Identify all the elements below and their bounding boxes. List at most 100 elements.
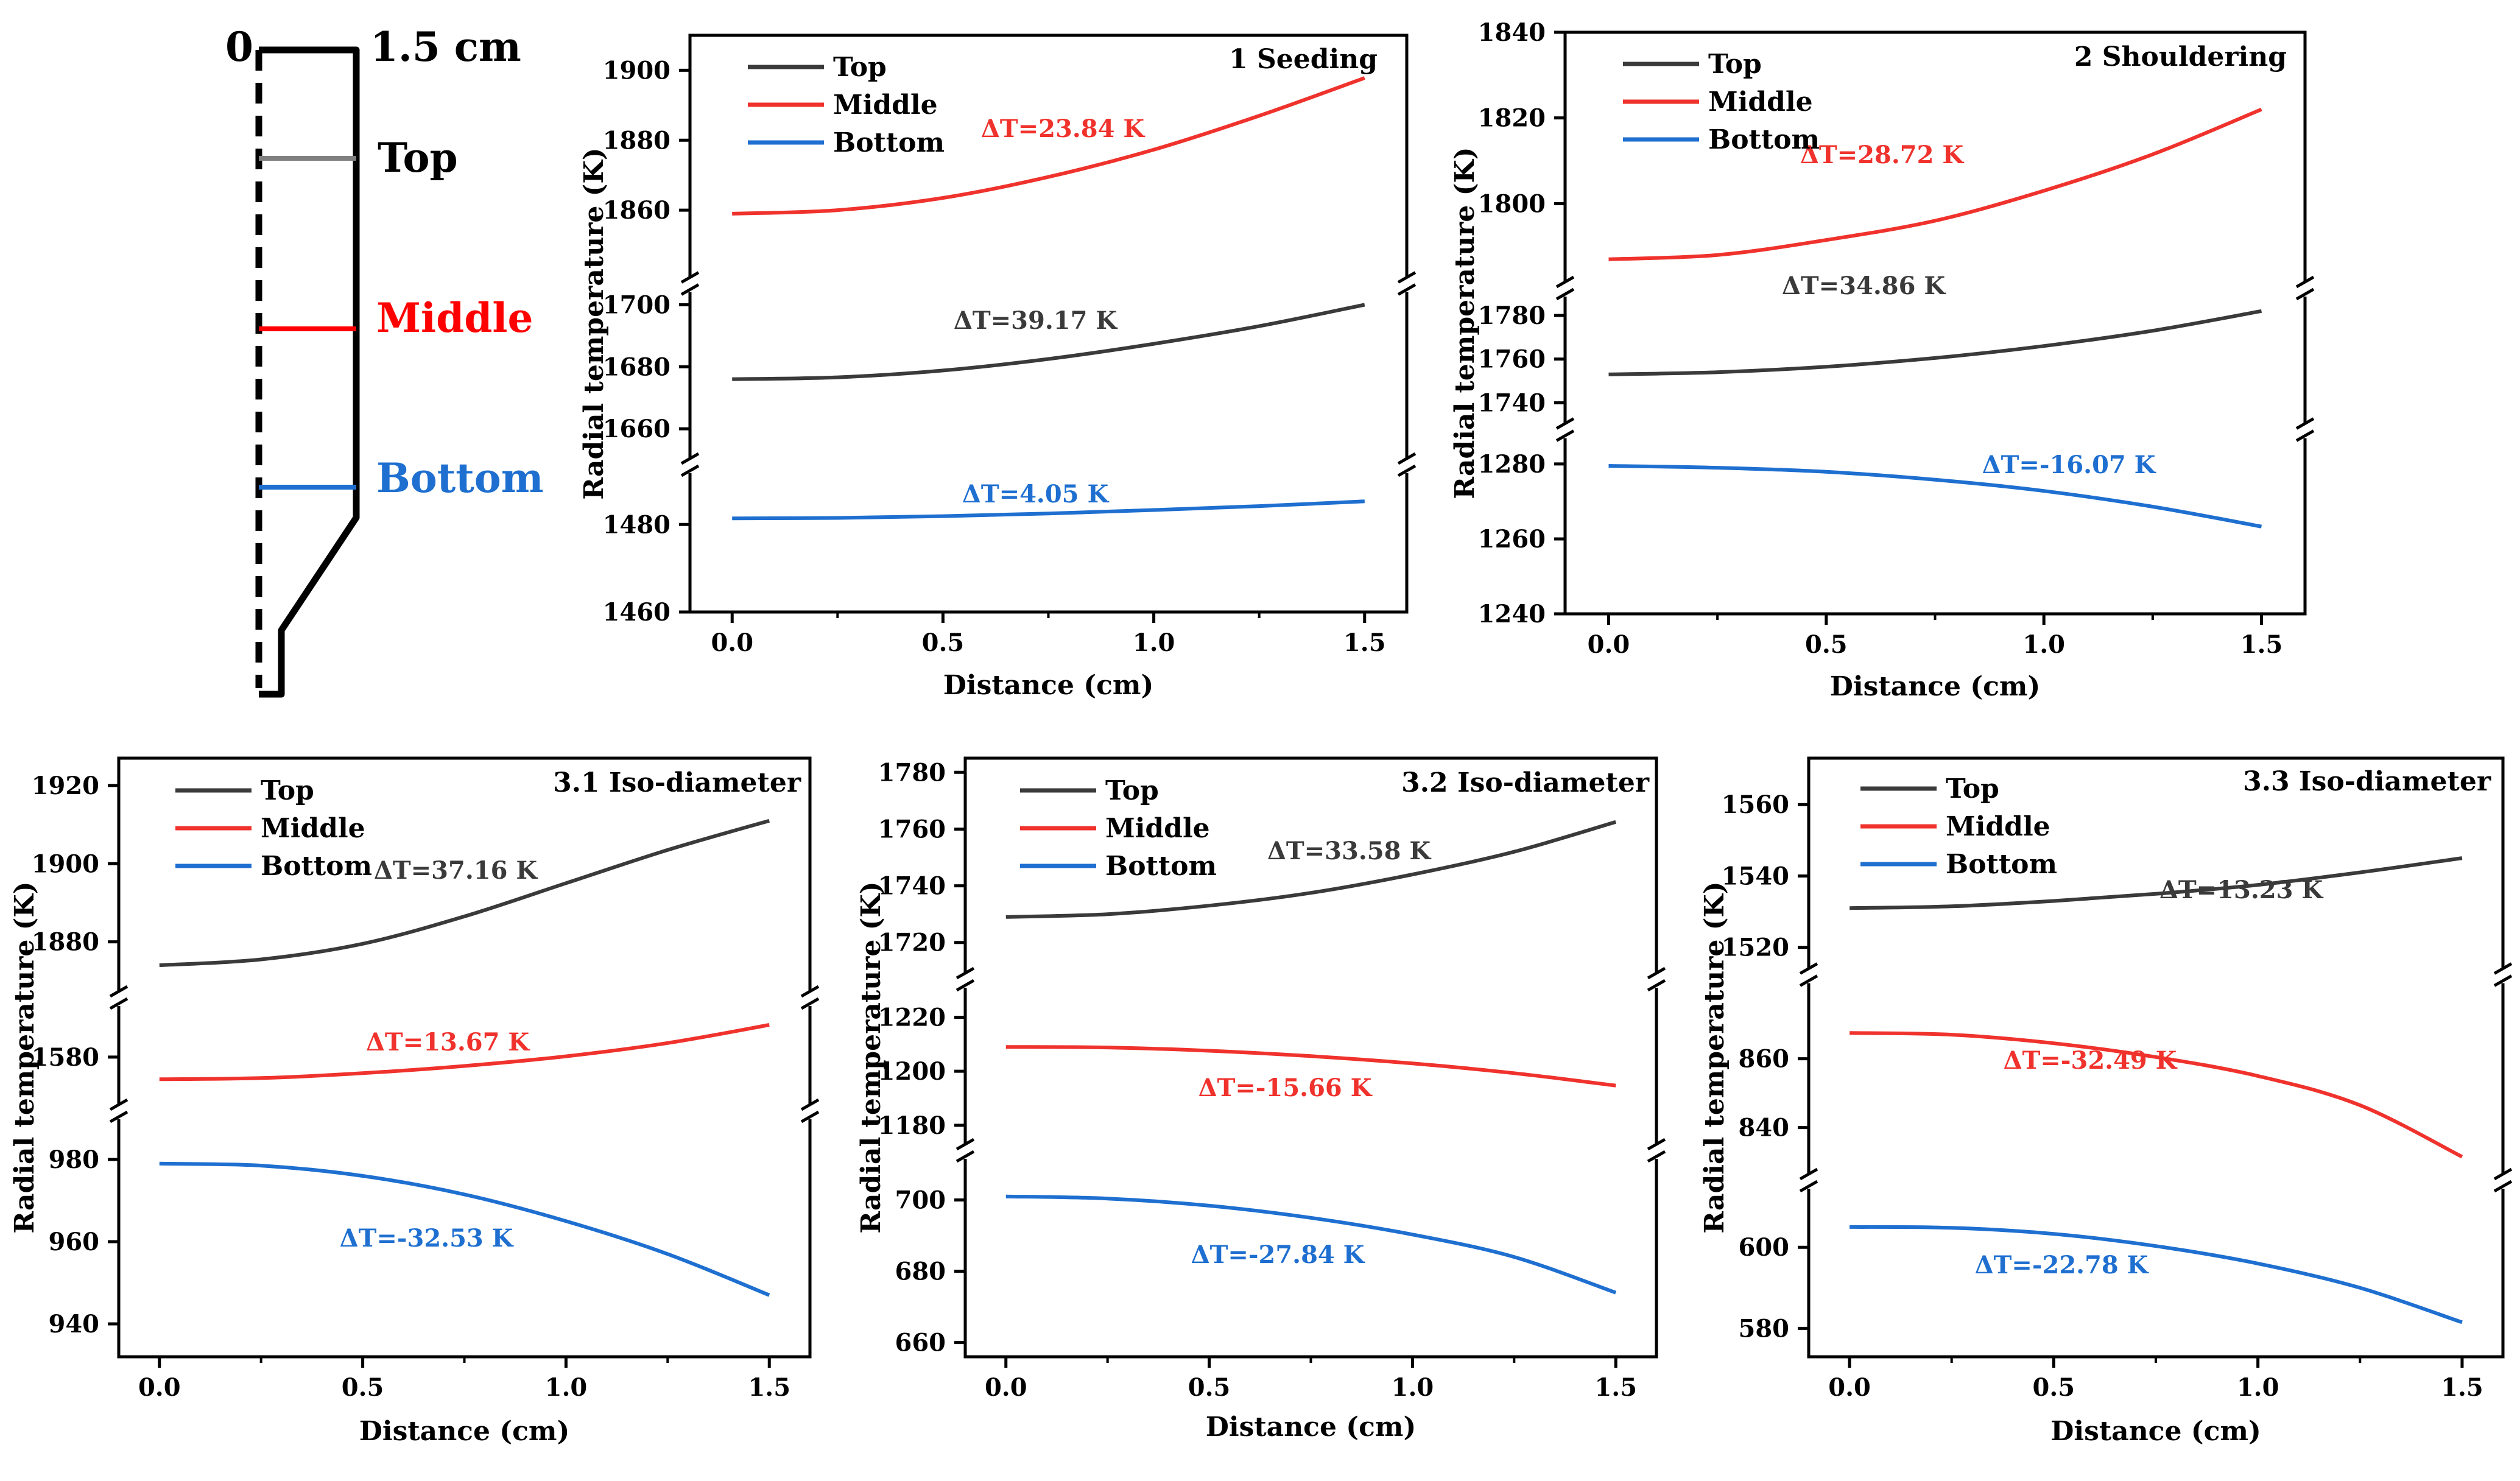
y-tick-label: 1900 — [32, 850, 99, 878]
axis-break-mark — [109, 1110, 128, 1124]
series-line-bottom — [1005, 1194, 1617, 1295]
x-tick-label: 0.0 — [985, 1373, 1027, 1402]
y-tick-label: 660 — [895, 1329, 946, 1357]
delta-label-bottom: ΔT=-32.53 K — [340, 1224, 514, 1253]
schematic-label-middle: Middle — [376, 294, 533, 342]
chart-title: 3.3 Iso-diameter — [2243, 766, 2491, 797]
y-tick-label: 860 — [1739, 1045, 1790, 1074]
delta-label-bottom: ΔT=-16.07 K — [1982, 451, 2156, 479]
delta-label-bottom: ΔT=4.05 K — [962, 480, 1110, 508]
legend-label-middle: Middle — [833, 90, 938, 121]
chart-panel-5: 1520 1540 1560 840 860 580 600 0.0 0.5 1.0 1.5 Dist… — [1699, 756, 2513, 1447]
x-tick-label: 0.0 — [711, 628, 753, 657]
delta-label-top: ΔT=13.23 K — [2159, 876, 2323, 904]
legend-label-bottom: Bottom — [1708, 124, 1820, 155]
y-tick-label: 1900 — [603, 56, 670, 85]
axis-break-mark — [109, 985, 128, 998]
legend-label-top: Top — [1105, 775, 1159, 806]
axis-break-mark — [1647, 979, 1666, 992]
series-line-middle — [1850, 1031, 2463, 1159]
x-tick-label: 1.5 — [1594, 1373, 1637, 1402]
y-tick-label: 1740 — [878, 872, 946, 901]
legend-label-middle: Middle — [1708, 86, 1813, 118]
axis-break-mark — [2295, 275, 2315, 289]
y-tick-label: 1920 — [32, 772, 99, 800]
y-tick-label: 1580 — [32, 1043, 99, 1072]
axis-break-mark — [1555, 429, 1575, 442]
chart-title: 3.2 Iso-diameter — [1401, 767, 1650, 798]
axis-break-mark — [800, 1098, 820, 1111]
series-line-bottom — [159, 1161, 770, 1297]
axis-break-mark — [1555, 275, 1575, 289]
axis-break-mark — [1647, 1150, 1666, 1163]
axis-break-mark — [2493, 974, 2513, 987]
axis-break-mark — [1799, 974, 1818, 987]
y-tick-label: 1260 — [1478, 525, 1546, 554]
x-tick-label: 1.5 — [2240, 630, 2283, 659]
y-tick-label: 1200 — [878, 1057, 946, 1086]
series-line-middle — [732, 76, 1365, 216]
chart-panel-1: 1860 1880 1900 1660 1680 1700 1460 1480 0.0 0.5 1.… — [579, 33, 1417, 701]
axis-break-mark — [109, 997, 128, 1010]
axis-break-mark — [1647, 1138, 1666, 1151]
axis-break-mark — [1397, 283, 1417, 296]
x-tick-label: 1.0 — [2237, 1373, 2279, 1402]
legend-label-middle: Middle — [1946, 811, 2050, 842]
legend-label-bottom: Bottom — [833, 127, 945, 158]
delta-label-top: ΔT=33.58 K — [1267, 837, 1431, 865]
chart-panel-4: 1720 1740 1760 1780 1180 1200 1220 660 680 700 0.0… — [856, 756, 1666, 1443]
series-line-bottom — [1850, 1225, 2463, 1324]
x-axis-label: Distance (cm) — [1206, 1412, 1417, 1443]
schematic-label-width: 1.5 cm — [370, 23, 521, 71]
axis-break-mark — [2493, 1180, 2513, 1193]
delta-label-middle: ΔT=28.72 K — [1800, 141, 1964, 169]
legend-label-top: Top — [833, 52, 887, 83]
legend-label-bottom: Bottom — [1105, 851, 1217, 882]
y-tick-label: 1700 — [603, 290, 670, 319]
axis-break-mark — [1397, 271, 1417, 284]
axis-break-mark — [800, 1110, 820, 1124]
axis-break-mark — [956, 1138, 975, 1151]
axis-break-mark — [1397, 464, 1417, 477]
y-axis-label: Radial temperature (K) — [1699, 881, 1730, 1233]
y-tick-label: 1720 — [878, 929, 946, 957]
y-tick-label: 940 — [49, 1310, 100, 1339]
axis-break-mark — [109, 1098, 128, 1111]
x-tick-label: 1.5 — [748, 1373, 790, 1402]
y-tick-label: 1840 — [1478, 18, 1546, 47]
axis-break-mark — [956, 1150, 975, 1163]
x-tick-label: 0.5 — [1805, 630, 1848, 659]
y-tick-label: 580 — [1739, 1314, 1790, 1343]
y-axis-label: Radial temperature (K) — [856, 881, 887, 1233]
y-tick-label: 1820 — [1478, 104, 1546, 133]
axis-break-mark — [956, 979, 975, 992]
series-line-bottom — [1608, 464, 2262, 529]
y-tick-label: 1460 — [603, 598, 670, 627]
legend-label-top: Top — [1946, 773, 1999, 804]
x-axis-label: Distance (cm) — [359, 1416, 570, 1447]
y-tick-label: 1880 — [603, 126, 670, 155]
x-tick-label: 0.5 — [1188, 1373, 1231, 1402]
axis-break-mark — [680, 464, 700, 477]
x-tick-label: 0.5 — [922, 628, 965, 657]
series-line-middle — [1608, 107, 2262, 261]
x-tick-label: 0.0 — [1828, 1373, 1871, 1402]
series-line-top — [732, 303, 1365, 381]
y-tick-label: 600 — [1739, 1233, 1790, 1262]
axis-break-mark — [1799, 962, 1818, 975]
delta-label-middle: ΔT=-32.49 K — [2004, 1046, 2178, 1075]
y-tick-label: 1880 — [32, 928, 99, 957]
y-tick-label: 1220 — [878, 1003, 946, 1032]
chart-title: 2 Shouldering — [2074, 41, 2287, 72]
axis-break-mark — [680, 271, 700, 284]
x-tick-label: 1.0 — [1392, 1373, 1434, 1402]
x-axis-label: Distance (cm) — [1830, 671, 2041, 702]
y-tick-label: 960 — [49, 1228, 100, 1256]
legend-label-bottom: Bottom — [261, 851, 372, 882]
axis-break-mark — [1647, 966, 1666, 980]
axis-break-mark — [2295, 287, 2315, 301]
y-tick-label: 980 — [49, 1145, 100, 1174]
delta-label-middle: ΔT=-15.66 K — [1198, 1074, 1373, 1102]
axis-break-mark — [1555, 287, 1575, 301]
